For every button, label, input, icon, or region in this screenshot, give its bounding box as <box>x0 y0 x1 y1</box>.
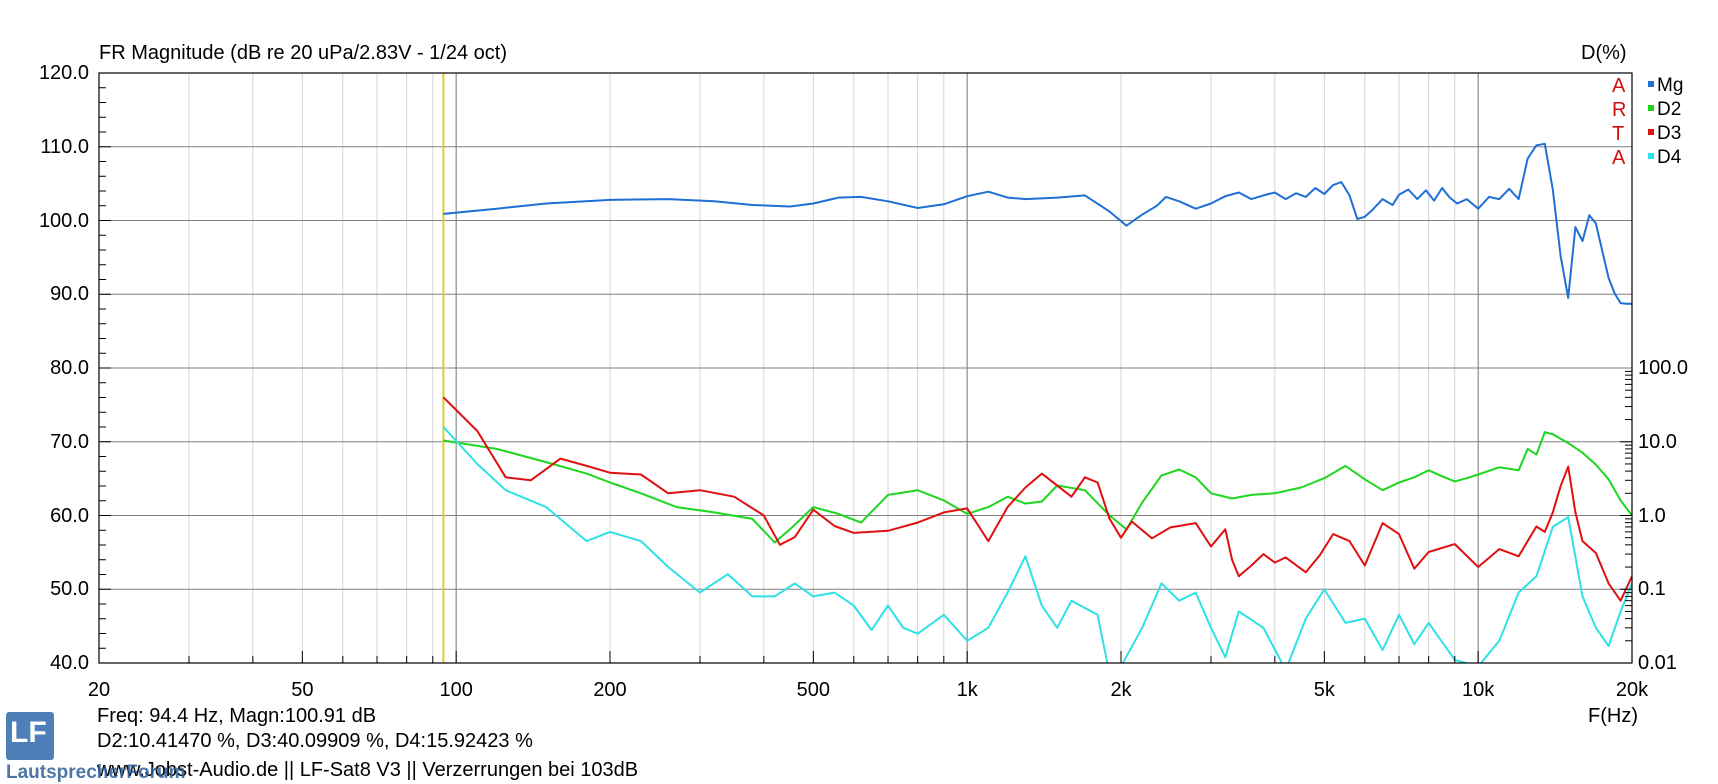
x-tick-label: 10k <box>1462 679 1495 701</box>
legend-swatch-mg <box>1648 81 1654 87</box>
watermark-brand: LautsprecherForum <box>6 762 186 783</box>
x-tick-label: 1k <box>956 679 978 701</box>
x-tick-label: 200 <box>593 679 627 701</box>
ticks <box>98 72 1633 664</box>
x-tick-label: 20k <box>1615 679 1649 701</box>
series-d4 <box>442 426 1632 663</box>
legend-swatch-d2 <box>1648 105 1654 111</box>
y-right-tick-label: 0.1 <box>1638 578 1666 601</box>
y-left-tick-label: 120.0 <box>38 62 89 84</box>
y-left-tick-label: 40.0 <box>50 652 89 674</box>
legend-label-d4: D4 <box>1657 147 1682 168</box>
y-left-tick-label: 100.0 <box>38 209 89 232</box>
y-left-tick-label: 80.0 <box>50 357 89 379</box>
x-tick-label: 2k <box>1110 679 1132 701</box>
y-right-tick-label: 1.0 <box>1638 504 1666 527</box>
x-tick-label: 500 <box>796 679 831 701</box>
right-axis-title: D(%) <box>1581 42 1627 64</box>
series-d3 <box>442 396 1632 602</box>
lf-logo-icon: LF <box>6 712 54 760</box>
legend-swatch-d4 <box>1648 153 1654 159</box>
legend-label-d2: D2 <box>1657 99 1682 120</box>
series-line-d4 <box>442 426 1632 663</box>
footer-text: www.Jobst-Audio.de || LF-Sat8 V3 || Verz… <box>97 759 639 781</box>
legend-label-d3: D3 <box>1657 123 1682 144</box>
series-line-d3 <box>442 396 1632 602</box>
cursor-info-line2: D2:10.41470 %, D3:40.09909 %, D4:15.9242… <box>97 730 533 752</box>
series-mg <box>443 142 1632 305</box>
y-left-tick-label: 70.0 <box>50 430 89 453</box>
y-left-tick-label: 110.0 <box>40 135 89 158</box>
legend-label-mg: Mg <box>1657 75 1684 96</box>
arta-letter: A <box>1612 147 1626 169</box>
arta-letter: A <box>1612 75 1626 97</box>
series-line-d2 <box>443 431 1632 544</box>
x-tick-label: 100 <box>439 679 473 701</box>
x-tick-label: 5k <box>1313 679 1335 701</box>
x-axis-unit-label: F(Hz) <box>1588 705 1638 727</box>
series-line-mg <box>443 142 1632 305</box>
arta-letter: R <box>1612 99 1627 121</box>
y-left-tick-label: 90.0 <box>50 283 89 306</box>
y-left-tick-label: 50.0 <box>50 578 89 601</box>
y-right-tick-label: 100.0 <box>1638 357 1689 379</box>
y-left-tick-label: 60.0 <box>50 504 89 527</box>
chart-title: FR Magnitude (dB re 20 uPa/2.83V - 1/24 … <box>99 42 507 64</box>
grid <box>99 73 1632 663</box>
cursor-info-line1: Freq: 94.4 Hz, Magn:100.91 dB <box>97 705 377 727</box>
lf-logo-letters: LF <box>10 716 47 749</box>
arta-letter: T <box>1612 123 1625 145</box>
y-right-tick-label: 0.01 <box>1638 652 1677 674</box>
legend-swatch-d3 <box>1648 129 1654 135</box>
x-tick-label: 20 <box>87 679 111 701</box>
series-d2 <box>443 431 1632 544</box>
series-layer <box>442 142 1632 663</box>
y-right-tick-label: 10.0 <box>1638 430 1677 453</box>
x-tick-label: 50 <box>291 679 314 701</box>
